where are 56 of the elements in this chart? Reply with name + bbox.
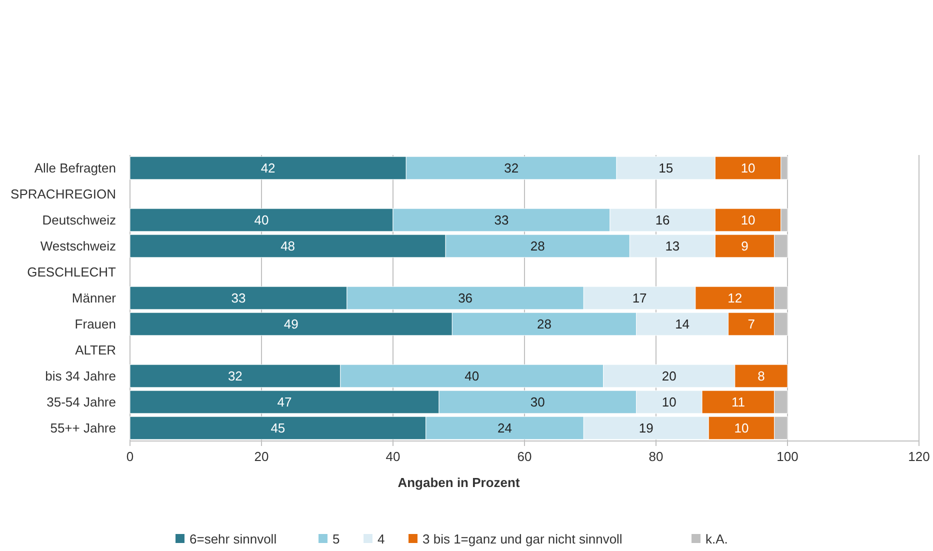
data-label: 12 [728,290,742,306]
y-tick-label: Männer [72,290,117,306]
data-label: 10 [740,160,756,176]
data-label: 20 [662,368,676,384]
data-label: 32 [504,160,519,176]
y-tick-label: bis 34 Jahre [45,368,116,384]
y-tick-label: 35-54 Jahre [46,394,116,410]
data-label: 11 [731,394,745,410]
data-label: 19 [638,420,654,436]
data-label: 40 [254,212,269,228]
data-label: 32 [228,368,242,384]
y-tick-label: GESCHLECHT [27,264,116,280]
data-label: 7 [748,316,755,332]
data-label: 42 [260,160,276,176]
data-label: 10 [734,420,749,436]
data-label: 10 [740,212,756,228]
x-tick-label: 80 [648,449,664,464]
y-tick-label: SPRACHREGION [10,186,116,202]
data-label: 28 [530,238,545,254]
x-tick-label: 20 [254,449,269,464]
data-label: 45 [270,420,286,436]
y-tick-label: Westschweiz [40,238,116,254]
x-tick-label: 100 [776,449,798,464]
data-label: 36 [458,290,473,306]
data-label: 10 [662,394,676,410]
x-tick-label: 0 [126,449,134,464]
legend-label: 3 bis 1=ganz und gar nicht sinnvoll [422,532,622,547]
y-tick-label: ALTER [75,342,116,358]
y-tick-label: 55++ Jahre [50,420,116,436]
data-label: 15 [658,160,674,176]
legend-label: k.A. [706,532,728,547]
data-label: 40 [464,368,480,384]
legend-label: 5 [332,532,340,547]
data-label: 48 [280,238,296,254]
y-tick-label: Alle Befragten [34,160,116,176]
x-tick-label: 60 [517,449,532,464]
x-tick-label: 120 [908,449,930,464]
legend-label: 6=sehr sinnvoll [190,532,277,547]
data-label: 17 [632,290,647,306]
data-label: 28 [536,316,552,332]
data-label: 49 [284,316,298,332]
x-axis-title: Angaben in Prozent [398,475,520,490]
y-tick-label: Deutschweiz [42,212,116,228]
data-label: 14 [675,316,690,332]
data-label: 30 [530,394,545,410]
x-tick-label: 40 [386,449,400,464]
y-tick-label: Frauen [74,316,116,332]
legend-label: 4 [378,532,385,547]
data-label: 33 [494,212,509,228]
data-label: 24 [498,420,512,436]
data-label: 16 [655,212,670,228]
data-label: 47 [277,394,292,410]
data-label: 13 [665,238,680,254]
data-label: 33 [231,290,246,306]
data-label: 8 [758,368,765,384]
data-label: 9 [741,238,748,254]
